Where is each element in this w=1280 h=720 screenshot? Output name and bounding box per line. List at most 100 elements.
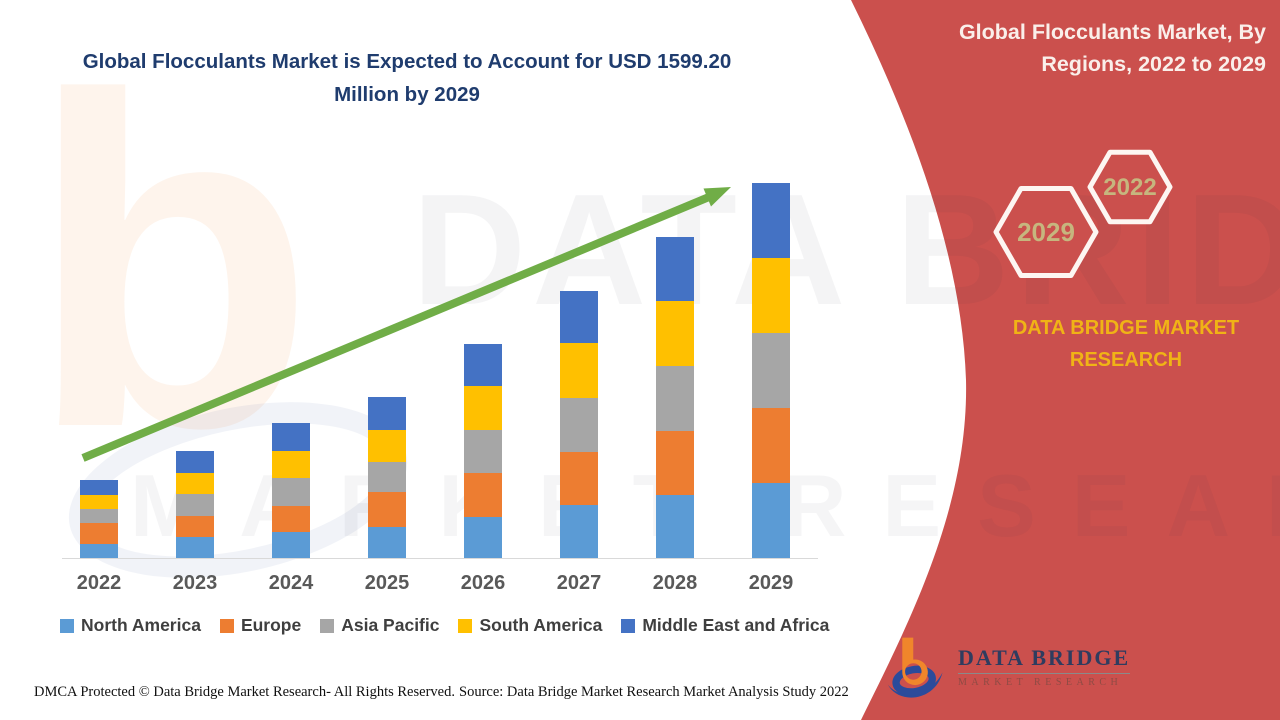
panel-title-line2: Regions, 2022 to 2029 xyxy=(1041,52,1266,77)
legend-swatch xyxy=(219,618,234,633)
bar-segment-north-america xyxy=(176,536,214,558)
stacked-bar-2028 xyxy=(656,237,694,558)
logo-blue-swoosh xyxy=(887,672,943,698)
brand-text-line2: RESEARCH xyxy=(1069,349,1183,371)
bar-segment-asia-pacific xyxy=(272,478,310,506)
red-wave-shape xyxy=(851,0,1280,720)
bar-segment-europe xyxy=(464,473,502,517)
bar-segment-asia-pacific xyxy=(656,366,694,431)
legend-label: Europe xyxy=(240,615,302,635)
data-bridge-logo: DATA BRIDGE MARKET RESEARCH xyxy=(884,634,1131,698)
chart-title: Global Flocculants Market is Expected to… xyxy=(82,50,732,106)
stacked-bar-2025 xyxy=(368,397,406,558)
bar-segment-south-america xyxy=(80,494,118,509)
hexagon-2029-label: 2029 xyxy=(1017,217,1075,247)
hexagon-2029 xyxy=(993,186,1099,278)
legend-item-north-america: North America xyxy=(60,615,201,636)
bar-segment-south-america xyxy=(656,301,694,367)
bar-segment-middle-east-and-africa xyxy=(176,450,214,473)
x-axis-label-2027: 2027 xyxy=(556,572,602,594)
x-axis-label-2022: 2022 xyxy=(76,572,122,594)
dmca-notice: DMCA Protected © Data Bridge Market Rese… xyxy=(34,684,455,700)
logo-title: DATA BRIDGE xyxy=(958,645,1131,674)
bar-segment-middle-east-and-africa xyxy=(80,479,118,495)
logo-blue-ring xyxy=(892,665,936,696)
bar-segment-south-america xyxy=(752,257,790,333)
bar-segment-north-america xyxy=(272,532,310,558)
x-axis-label-2024: 2024 xyxy=(268,572,314,594)
bar-segment-north-america xyxy=(368,527,406,558)
brand-text-line1: DATA BRIDGE MARKET xyxy=(1012,317,1240,339)
bar-segment-north-america xyxy=(560,505,598,558)
watermark-market-research: MARKET RESEARCH xyxy=(130,456,1280,555)
logo-b-icon xyxy=(887,637,943,698)
bar-segment-south-america xyxy=(368,429,406,462)
legend-label: North America xyxy=(81,615,201,635)
bar-segment-asia-pacific xyxy=(752,332,790,408)
stacked-bar-2026 xyxy=(464,343,502,558)
stacked-bar-2029 xyxy=(752,183,790,558)
legend-swatch xyxy=(320,618,335,633)
x-axis-label-2023: 2023 xyxy=(172,572,218,594)
bar-segment-asia-pacific xyxy=(80,508,118,523)
bar-segment-middle-east-and-africa xyxy=(560,291,598,343)
x-axis-line xyxy=(62,558,818,559)
logo-text: DATA BRIDGE MARKET RESEARCH xyxy=(958,645,1131,688)
legend-item-south-america: South America xyxy=(458,615,602,636)
bar-segment-south-america xyxy=(176,472,214,495)
source-note: Source: Data Bridge Market Research Mark… xyxy=(459,684,849,700)
stacked-bar-2023 xyxy=(176,450,214,558)
bar-segment-asia-pacific xyxy=(560,397,598,452)
bar-segment-north-america xyxy=(656,494,694,558)
legend-item-europe: Europe xyxy=(219,615,302,636)
bar-segment-south-america xyxy=(272,451,310,479)
legend-item-middle-east-and-africa: Middle East and Africa xyxy=(621,615,829,636)
bar-segment-middle-east-and-africa xyxy=(464,343,502,387)
hexagon-2022-label: 2022 xyxy=(1103,174,1156,201)
bar-segment-europe xyxy=(560,451,598,506)
bar-segment-europe xyxy=(368,491,406,528)
stacked-bar-2027 xyxy=(560,291,598,558)
legend-swatch xyxy=(621,618,636,633)
legend-label: Asia Pacific xyxy=(341,615,440,635)
bar-segment-europe xyxy=(176,516,214,537)
x-axis-label-2028: 2028 xyxy=(652,572,698,594)
bar-segment-south-america xyxy=(560,342,598,398)
bar-segment-asia-pacific xyxy=(368,461,406,492)
x-axis-label-2025: 2025 xyxy=(364,572,410,594)
bar-segment-europe xyxy=(656,430,694,495)
brand-text: DATA BRIDGE MARKET RESEARCH xyxy=(1000,312,1252,376)
panel-title-line1: Global Flocculants Market, By xyxy=(958,20,1266,44)
bar-segment-south-america xyxy=(464,386,502,430)
bar-segment-north-america xyxy=(464,516,502,558)
legend-swatch xyxy=(458,618,473,633)
bar-segment-europe xyxy=(80,522,118,544)
stacked-bar-2022 xyxy=(80,479,118,558)
bar-segment-middle-east-and-africa xyxy=(368,397,406,430)
x-axis-label-2026: 2026 xyxy=(460,572,506,594)
logo-subtitle: MARKET RESEARCH xyxy=(958,676,1123,688)
year-hexagons: 2022 2029 xyxy=(993,149,1173,278)
bar-segment-europe xyxy=(272,505,310,533)
legend-item-asia-pacific: Asia Pacific xyxy=(320,615,439,636)
bar-segment-middle-east-and-africa xyxy=(656,237,694,302)
bar-segment-europe xyxy=(752,407,790,483)
bar-segment-asia-pacific xyxy=(176,494,214,517)
bar-segment-middle-east-and-africa xyxy=(752,183,790,258)
bar-segment-north-america xyxy=(752,482,790,558)
legend-label: Middle East and Africa xyxy=(642,615,830,635)
legend-label: South America xyxy=(479,615,603,635)
x-axis-label-2029: 2029 xyxy=(748,572,794,594)
legend-swatch xyxy=(60,618,74,633)
panel-title: Global Flocculants Market, By Regions, 2… xyxy=(914,16,1266,81)
chart-legend: North America Europe Asia Pacific South Ame… xyxy=(60,615,829,636)
bar-segment-asia-pacific xyxy=(464,429,502,474)
bar-segment-middle-east-and-africa xyxy=(272,423,310,452)
stacked-bar-2024 xyxy=(272,423,310,558)
logo-orange-b xyxy=(902,637,928,686)
bar-segment-north-america xyxy=(80,543,118,558)
hexagon-2022 xyxy=(1087,149,1173,225)
